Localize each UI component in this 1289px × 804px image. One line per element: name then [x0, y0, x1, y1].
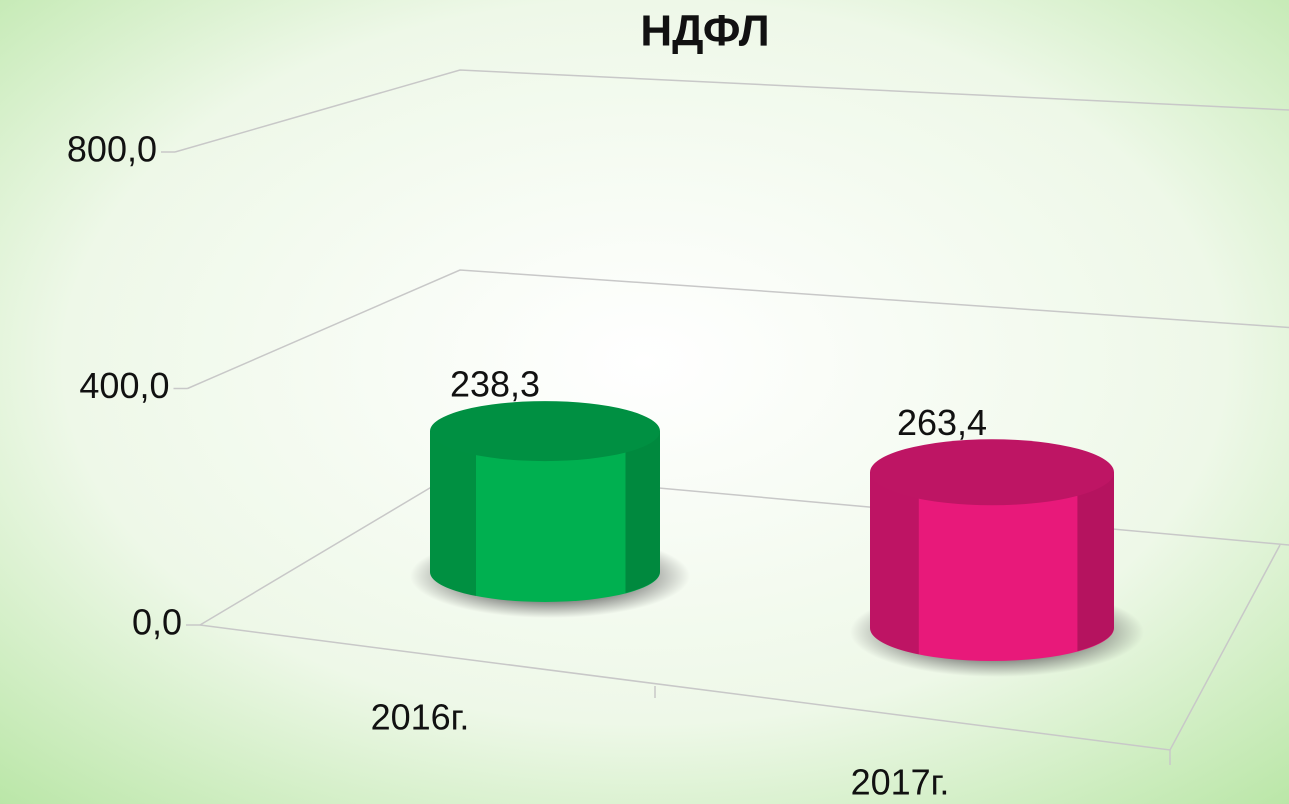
grid-line	[174, 69, 1289, 153]
value-label: 238,3	[450, 364, 540, 405]
y-tick-label: 400,0	[79, 365, 169, 406]
bar-top	[870, 439, 1114, 506]
y-tick-label: 0,0	[132, 602, 182, 643]
bar-shade	[1077, 472, 1114, 652]
value-label: 263,4	[897, 402, 987, 443]
y-tick-label: 800,0	[67, 129, 157, 170]
bar-shade	[430, 431, 476, 596]
x-tick-label: 2017г.	[851, 762, 950, 803]
bar	[870, 472, 1114, 661]
x-tick-label: 2016г.	[371, 697, 470, 738]
grid-line	[187, 269, 1289, 390]
bar-shade	[870, 472, 919, 655]
bar	[430, 431, 660, 602]
bar-top	[430, 401, 660, 462]
chart-title: НДФЛ	[640, 7, 769, 56]
bar-shade	[625, 431, 660, 593]
